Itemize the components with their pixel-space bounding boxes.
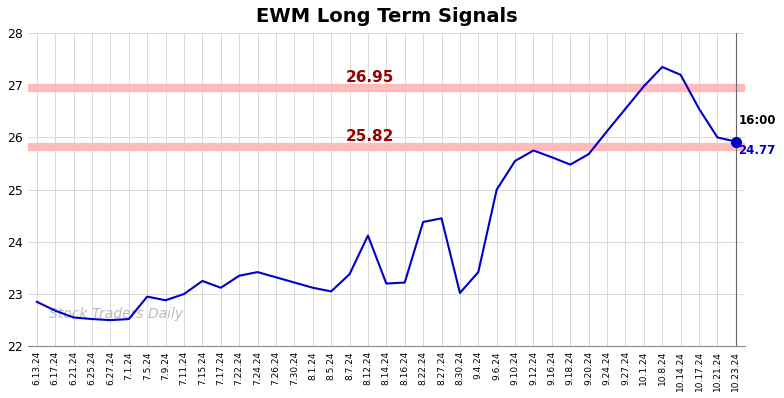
Text: 24.77: 24.77: [739, 144, 776, 157]
Title: EWM Long Term Signals: EWM Long Term Signals: [256, 7, 517, 26]
Text: 26.95: 26.95: [345, 70, 394, 85]
Text: 16:00: 16:00: [739, 114, 776, 127]
Text: Stock Traders Daily: Stock Traders Daily: [49, 307, 183, 321]
Text: 25.82: 25.82: [345, 129, 394, 144]
